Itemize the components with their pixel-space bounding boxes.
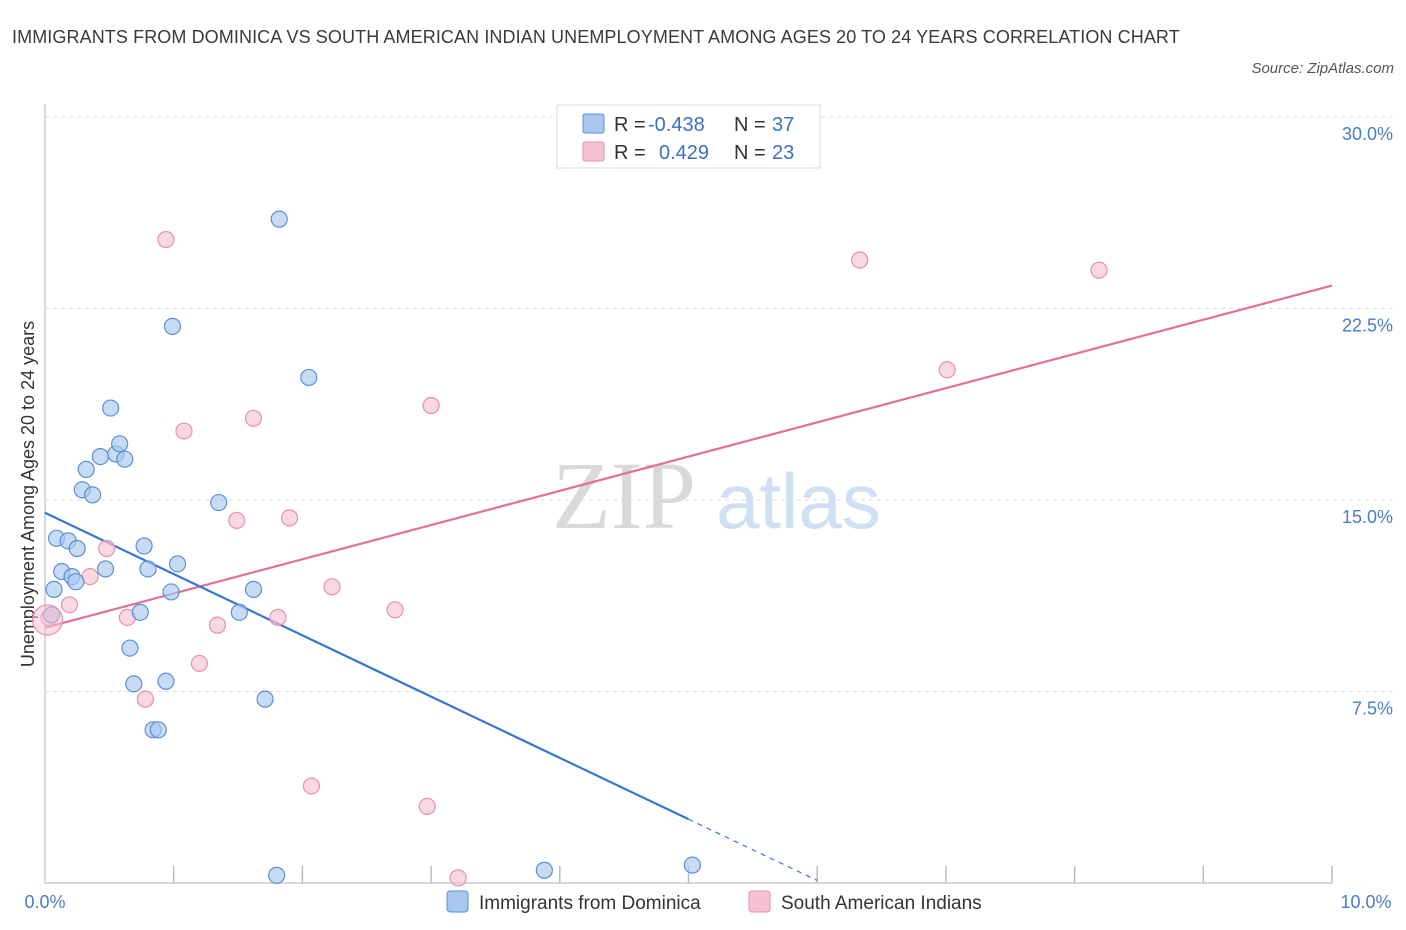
y-tick-label: 30.0% [1342,124,1393,144]
point-south-american-indians [386,601,404,619]
chart-title: IMMIGRANTS FROM DOMINICA VS SOUTH AMERIC… [12,27,1180,47]
point-south-american-indians [422,396,440,415]
trend-lines [44,284,1333,881]
point-dominica [131,603,149,621]
point-dominica [162,583,180,601]
series-label-dominica: Immigrants from Dominica [479,893,701,914]
watermark-atlas: atlas [716,457,881,545]
point-dominica [45,580,63,598]
point-dominica [125,675,143,693]
watermark: ZIP atlas [552,442,881,549]
point-dominica [135,537,153,555]
point-dominica [230,603,248,621]
legend-r-value-2: 0.429 [659,142,709,164]
point-dominica [121,639,139,657]
point-south-american-indians [449,869,467,887]
point-dominica [168,555,187,573]
point-south-american-indians [136,690,154,708]
watermark-zip: ZIP [552,442,696,549]
series-swatch-dominica [446,890,469,913]
x-tick-label-min: 0.0% [24,892,65,912]
legend-swatch-pink [582,141,605,162]
trend-line-dominica [44,511,689,821]
point-south-american-indians [244,409,263,427]
y-tick-label: 7.5% [1352,699,1393,719]
trend-line-dominica-extension [688,818,818,881]
point-dominica [77,460,95,478]
point-south-american-indians [60,596,79,614]
legend-n-value-2: 23 [772,142,794,164]
point-south-american-indians [228,511,246,530]
point-dominica [84,486,102,504]
point-south-american-indians [157,230,175,249]
legend-r-label-1: R = [614,114,646,136]
point-dominica [111,435,129,453]
point-dominica [67,573,85,591]
point-dominica [256,690,274,708]
point-south-american-indians [1090,261,1108,279]
series-legend: Immigrants from Dominica South American … [446,890,982,914]
point-dominica [270,210,288,228]
point-cluster [31,604,64,636]
correlation-legend: R = -0.438 N = 37 R = 0.429 N = 23 [556,104,821,169]
point-south-american-indians [938,361,956,379]
point-dominica [244,580,263,598]
point-south-american-indians [302,777,321,795]
series-swatch-south-american-indians [748,890,771,913]
y-tick-label: 22.5% [1342,316,1393,336]
legend-n-value-1: 37 [772,114,794,136]
point-dominica [102,399,120,417]
point-south-american-indians [418,797,436,816]
point-south-american-indians [269,608,287,627]
point-dominica [91,447,109,466]
x-axis-ticks [172,866,1333,883]
point-dominica [268,866,286,884]
y-tick-label: 15.0% [1342,507,1393,527]
point-dominica [210,493,228,512]
point-dominica [535,861,553,879]
legend-r-value-1: -0.438 [648,114,705,136]
point-dominica [96,560,115,578]
trend-line-south-american-indians [44,284,1333,629]
point-dominica [163,317,182,335]
y-tick-labels: 7.5% 15.0% 22.5% 30.0% [1342,124,1393,719]
legend-n-label-1: N = [734,114,766,136]
point-dominica [139,560,157,578]
series-label-south-american-indians: South American Indians [781,893,982,914]
point-south-american-indians [323,578,341,596]
point-dominica [300,368,318,387]
point-dominica [157,672,175,690]
data-points [31,210,1108,887]
x-tick-label-max: 10.0% [1340,892,1391,912]
point-south-american-indians [851,251,869,269]
point-south-american-indians [190,654,209,673]
y-axis-label: Unemployment Among Ages 20 to 24 years [18,321,38,667]
point-south-american-indians [98,539,116,558]
gridlines [45,116,1395,692]
point-dominica [149,721,167,739]
point-south-american-indians [175,422,193,440]
point-south-american-indians [208,616,227,634]
point-dominica [683,856,701,874]
point-dominica [116,450,134,468]
legend-r-label-2: R = [614,142,646,164]
legend-swatch-blue [582,113,605,134]
point-south-american-indians [280,509,299,527]
legend-n-label-2: N = [734,142,766,164]
point-dominica [68,539,86,558]
source-label: Source: ZipAtlas.com [1251,60,1394,77]
